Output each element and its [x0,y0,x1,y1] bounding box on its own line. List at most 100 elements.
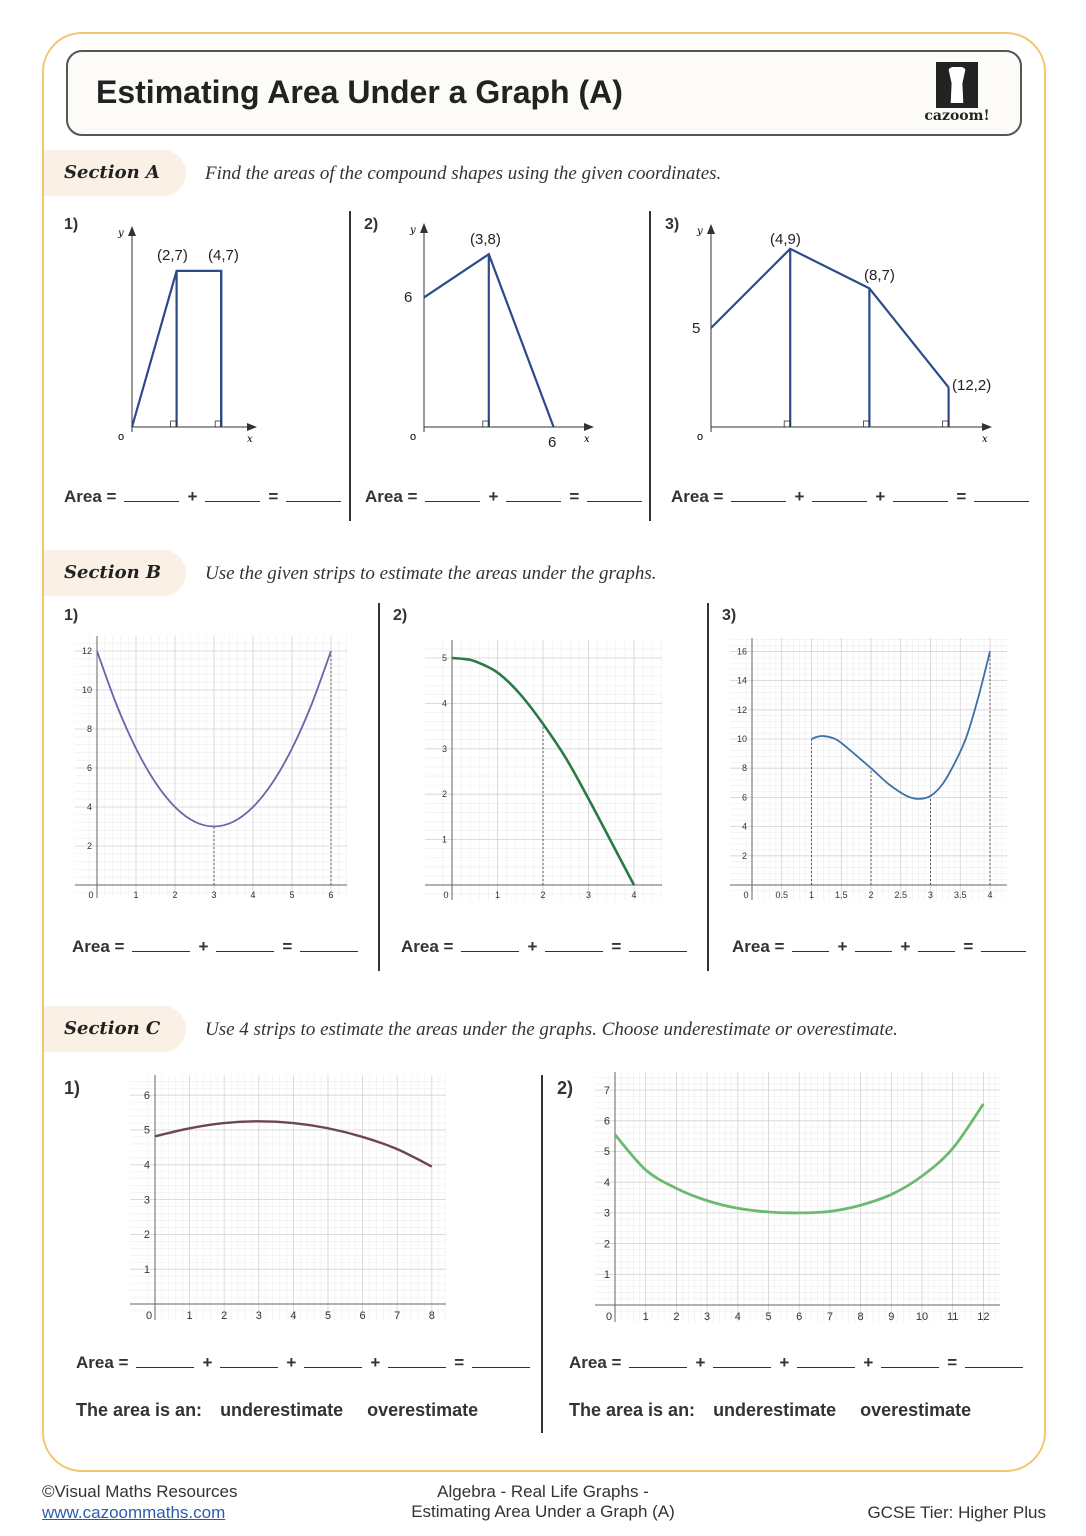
x-tick-label: 5 [289,890,294,900]
x-tick-label: 11 [947,1311,958,1323]
area-answer-row: Area = + + = [732,935,1034,957]
answer-blank[interactable] [304,1351,363,1368]
y-tick-label: 14 [737,676,747,686]
section-c-tab: Section C [44,1006,186,1052]
answer-blank[interactable] [388,1351,447,1368]
answer-blank[interactable] [461,935,520,952]
answer-blank[interactable] [629,1351,688,1368]
point-label: 5 [692,320,701,337]
answer-blank[interactable] [881,1351,940,1368]
footer-copyright: ©Visual Maths Resources [42,1482,238,1501]
footer-topic-line2: Estimating Area Under a Graph (A) [411,1502,675,1521]
question-number: 2) [364,216,379,233]
footer-tier: GCSE Tier: Higher Plus [867,1503,1046,1522]
x-tick-label: 2 [221,1310,227,1322]
x-tick-label: 1 [643,1311,649,1323]
area-answer-row: Area = + + + = [76,1351,538,1373]
y-tick-label: 3 [144,1194,150,1206]
answer-blank[interactable] [981,935,1027,952]
x-tick-label: 2 [673,1311,679,1323]
point-label: (4,9) [770,231,801,248]
answer-blank[interactable] [629,935,688,952]
x-tick-label: 0 [743,890,748,900]
x-tick-label: 3 [928,890,933,900]
answer-blank[interactable] [792,935,830,952]
overestimate-option[interactable]: overestimate [367,1400,479,1420]
x-tick-label: 2 [868,890,873,900]
y-tick-label: 3 [442,744,447,754]
right-angle-mark [783,420,791,428]
x-tick-label: 8 [858,1311,864,1323]
x-tick-label: 0 [443,890,448,900]
x-tick-label: 2 [540,890,545,900]
y-tick-label: 6 [144,1090,150,1102]
y-tick-label: 3 [604,1208,610,1220]
answer-blank[interactable] [506,485,562,502]
answer-blank[interactable] [797,1351,856,1368]
underestimate-option[interactable]: underestimate [713,1400,837,1420]
answer-blank[interactable] [124,485,180,502]
area-label: Area = [569,1353,622,1372]
area-label: Area = [732,937,785,956]
x-tick-label: 2.5 [894,890,907,900]
x-tick-label: 1.5 [835,890,848,900]
curve-B2 [451,656,636,886]
answer-blank[interactable] [713,1351,772,1368]
right-angle-mark [482,420,490,428]
x-axis-label: x [247,434,253,445]
curve-B1 [96,650,332,828]
curve-C1 [154,1120,433,1168]
y-tick-label: 2 [144,1229,150,1241]
y-axis-label: y [696,226,703,237]
answer-blank[interactable] [220,1351,279,1368]
point-label: 6 [404,289,413,306]
answer-blank[interactable] [918,935,956,952]
underestimate-option[interactable]: underestimate [220,1400,344,1420]
x-tick-label: 3 [586,890,591,900]
x-tick-label: 1 [809,890,814,900]
y-tick-label: 12 [82,646,92,656]
x-tick-label: 3.5 [954,890,967,900]
x-tick-label: 4 [735,1311,741,1323]
answer-blank[interactable] [132,935,191,952]
answer-blank[interactable] [812,485,868,502]
x-axis-label: x [584,434,590,445]
divider [707,603,709,971]
answer-blank[interactable] [855,935,893,952]
answer-blank[interactable] [587,485,643,502]
y-tick-label: 1 [604,1269,610,1281]
x-arrow-icon [982,423,992,431]
answer-blank[interactable] [136,1351,195,1368]
y-axis-label: y [409,225,416,236]
y-tick-label: 2 [604,1238,610,1250]
answer-blank[interactable] [216,935,275,952]
answer-blank[interactable] [974,485,1030,502]
answer-blank[interactable] [205,485,261,502]
answer-blank[interactable] [545,935,604,952]
divider [349,211,351,521]
answer-blank[interactable] [893,485,949,502]
answer-blank[interactable] [472,1351,531,1368]
estimate-choice-row: The area is an: underestimate overestimate [76,1400,478,1421]
y-tick-label: 6 [604,1115,610,1127]
answer-blank[interactable] [425,485,481,502]
divider [378,603,380,971]
x-tick-label: 8 [429,1310,435,1322]
answer-blank[interactable] [300,935,359,952]
x-tick-label: 4 [290,1310,296,1322]
answer-blank[interactable] [286,485,342,502]
y-tick-label: 7 [604,1085,610,1097]
y-tick-label: 12 [737,705,747,715]
overestimate-option[interactable]: overestimate [860,1400,972,1420]
footer-topic-line1: Algebra - Real Life Graphs - [437,1482,649,1501]
x-tick-label: 10 [916,1311,928,1323]
x-arrow-icon [584,423,594,431]
x-tick-label: 3 [256,1310,262,1322]
answer-blank[interactable] [965,1351,1024,1368]
y-tick-label: 1 [442,835,447,845]
section-a-tab: Section A [44,150,186,196]
curve-B3 [811,651,991,800]
footer-website-link[interactable]: www.cazoommaths.com [42,1503,226,1522]
answer-blank[interactable] [731,485,787,502]
